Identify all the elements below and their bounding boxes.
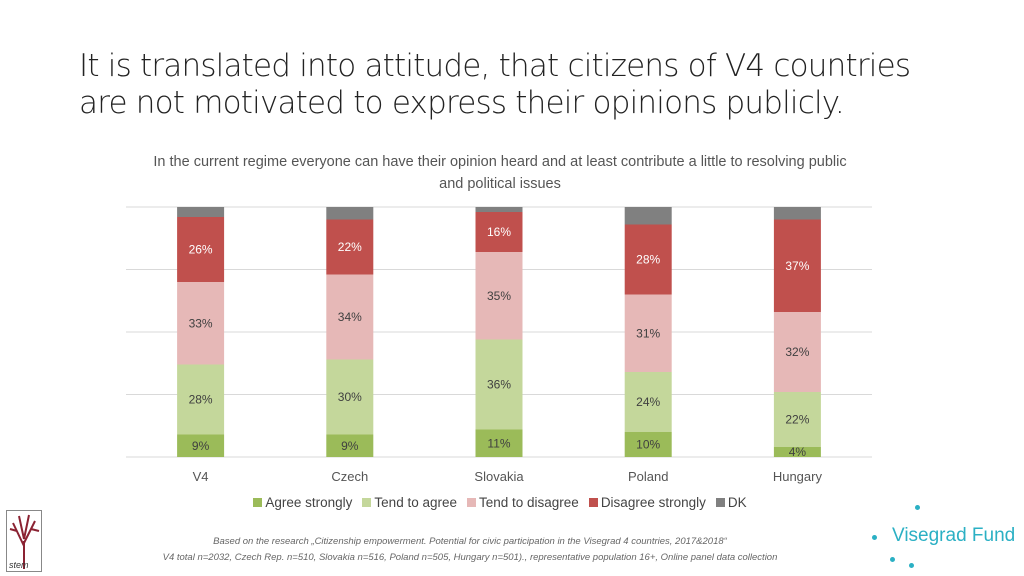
data-label: 10% [636,438,660,452]
bar-segment [773,219,821,312]
bar-segment [475,339,523,430]
bar-segment [624,207,672,225]
data-label: 35% [487,289,511,303]
data-label: 33% [189,316,213,330]
legend-swatch [362,498,372,507]
bar-segment [475,429,523,457]
logo-dot [890,557,895,562]
data-label: 4% [789,445,807,459]
data-label: 37% [785,259,809,273]
x-tick-label: Hungary [773,469,823,484]
legend-item: Disagree strongly [588,495,706,510]
data-label: 32% [785,345,809,359]
bar-segment [326,274,374,360]
svg-text:stem: stem [9,560,29,570]
x-tick-label: Poland [628,469,668,484]
bar-segment [326,207,374,220]
data-label: 9% [341,439,359,453]
legend-item: DK [715,495,747,510]
legend-label: DK [727,495,747,510]
x-tick-label: V4 [193,469,209,484]
legend: Agree strongly Tend to agree Tend to disag… [0,495,1000,510]
footnote: Based on the research „Citizenship empow… [120,534,820,566]
bar-segment [177,282,225,365]
data-label: 9% [192,439,210,453]
legend-swatch [466,498,476,507]
data-label: 36% [487,378,511,392]
legend-label: Tend to disagree [478,495,579,510]
bar-segment [177,434,225,457]
data-label: 30% [338,390,362,404]
bar-segment [773,447,821,457]
bar-segment [326,434,374,457]
stem-logo: stem [6,510,42,572]
bar-segment [773,392,821,447]
bar-segment [773,207,821,220]
chart-title: In the current regime everyone can have … [153,154,847,192]
data-label: 22% [785,413,809,427]
slide-title: It is translated into attitude, that cit… [79,48,911,121]
data-label: 28% [189,393,213,407]
bar-segment [624,432,672,457]
x-tick-label: Czech [331,469,368,484]
logo-dot [909,563,914,568]
bar-segment [475,207,523,212]
legend-item: Agree strongly [253,495,352,510]
bar-segment [177,364,225,435]
data-label: 11% [487,436,510,450]
data-label: 26% [189,243,213,257]
legend-item: Tend to agree [362,495,457,510]
legend-label: Agree strongly [265,495,353,510]
legend-label: Tend to agree [374,495,457,510]
bar-segment [177,217,225,282]
bar-segment [624,224,672,295]
visegrad-fund-logo: Visegrad Fund [892,525,1016,546]
bar-segment [326,359,374,435]
data-label: 28% [636,253,660,267]
data-label: 34% [338,310,362,324]
logo-dot [872,535,877,540]
legend-swatch [715,498,725,507]
data-label: 16% [487,225,511,239]
footnote-line-1: Based on the research „Citizenship empow… [213,536,727,547]
bar-segment [177,207,225,217]
bar-segment [624,372,672,432]
legend-item: Tend to disagree [466,495,579,510]
data-label: 22% [338,240,362,254]
bar-segment [624,294,672,372]
bar-segment [326,219,374,275]
x-tick-label: Slovakia [474,469,524,484]
data-label: 24% [636,395,660,409]
legend-label: Disagree strongly [600,495,706,510]
data-label: 31% [636,326,660,340]
logo-dot [915,505,920,510]
legend-swatch [253,498,263,507]
footnote-line-2: V4 total n=2032, Czech Rep. n=510, Slova… [162,552,778,563]
bar-segment [475,212,523,252]
bar-segment [475,252,523,340]
legend-swatch [588,498,598,507]
bar-segment [773,312,821,392]
